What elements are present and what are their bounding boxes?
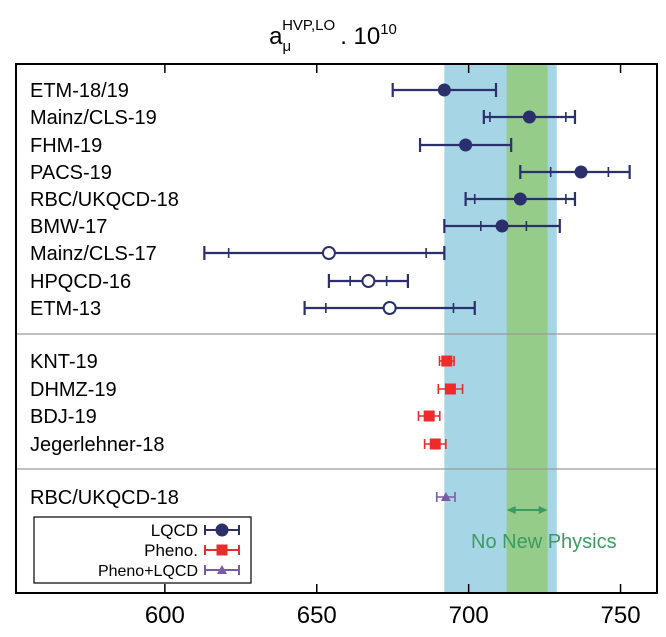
- legend-marker: [215, 523, 229, 537]
- point-lqcd-1: [391, 83, 498, 97]
- legend-label-3: Pheno+LQCD: [98, 563, 198, 580]
- x-tick-label-1: 600: [145, 602, 185, 629]
- label-lqcd-3: FHM-19: [30, 135, 102, 157]
- chart-title: aμ HVP,LO . 1010: [269, 17, 397, 55]
- point-pheno-3: [417, 410, 441, 422]
- legend-label-1: LQCD: [151, 521, 198, 540]
- label-pheno-4: Jegerlehner-18: [30, 434, 165, 456]
- point-lqcd-5: [464, 192, 577, 206]
- marker: [382, 301, 397, 315]
- title-rest: . 10: [340, 23, 380, 50]
- label-pheno-1: KNT-19: [30, 351, 98, 373]
- no-new-physics-label: No New Physics: [471, 531, 617, 553]
- point-lqcd-9: [303, 301, 476, 315]
- data-points: [203, 83, 631, 502]
- no-new-physics-annotation: No New Physics: [471, 506, 617, 553]
- x-tick-label-3: 700: [449, 602, 489, 629]
- point-pheno-2: [437, 383, 464, 395]
- title-base: a: [269, 23, 283, 50]
- reference-bands: [444, 64, 557, 593]
- marker: [522, 110, 536, 124]
- marker: [459, 138, 473, 152]
- label-pheno-3: BDJ-19: [30, 406, 97, 428]
- label-lqcd-2: Mainz/CLS-19: [30, 107, 157, 129]
- title-superscript: HVP,LO: [282, 17, 335, 34]
- title-subscript: μ: [282, 38, 291, 55]
- label-pheno-2: DHMZ-19: [30, 379, 117, 401]
- x-axis: 600 650 700 750: [145, 64, 641, 629]
- marker: [495, 219, 509, 233]
- marker: [429, 438, 441, 450]
- point-lqcd-4: [519, 165, 631, 179]
- x-tick-label-2: 650: [297, 602, 337, 629]
- title-exponent: 10: [380, 21, 397, 38]
- point-lqcd-7: [203, 246, 446, 260]
- legend-symbol-2: [204, 544, 240, 556]
- marker: [574, 165, 588, 179]
- plot-frame: [15, 63, 658, 594]
- label-lqcd-8: HPQCD-16: [30, 271, 131, 293]
- marker: [321, 246, 336, 260]
- point-lqcd-2: [482, 110, 577, 124]
- arrow-head-left: [506, 506, 516, 514]
- marker: [513, 192, 527, 206]
- point-pheno-1: [438, 355, 455, 367]
- legend-symbol-3: [204, 565, 240, 575]
- point-pheno-4: [423, 438, 447, 450]
- marker: [423, 410, 435, 422]
- label-lqcd-9: ETM-13: [30, 298, 101, 320]
- marker: [361, 274, 376, 288]
- legend-symbol-1: [204, 523, 240, 537]
- label-lqcd-1: ETM-18/19: [30, 80, 129, 102]
- marker: [441, 355, 453, 367]
- legend-marker: [216, 544, 228, 556]
- arrow-head-right: [538, 506, 548, 514]
- label-combined-1: RBC/UKQCD-18: [30, 487, 179, 509]
- legend-marker: [217, 565, 227, 574]
- point-lqcd-3: [418, 138, 513, 152]
- point-combined-1: [435, 492, 456, 502]
- label-lqcd-7: Mainz/CLS-17: [30, 243, 157, 265]
- label-lqcd-5: RBC/UKQCD-18: [30, 189, 179, 211]
- point-lqcd-6: [443, 219, 561, 233]
- section-separators: [16, 333, 657, 470]
- band-inner: [506, 64, 548, 593]
- label-lqcd-6: BMW-17: [30, 216, 107, 238]
- entry-labels: ETM-18/19 Mainz/CLS-19 FHM-19 PACS-19 RBC/UK…: [30, 80, 179, 509]
- marker: [444, 383, 456, 395]
- label-lqcd-4: PACS-19: [30, 162, 112, 184]
- x-tick-label-4: 750: [601, 602, 641, 629]
- marker: [437, 83, 451, 97]
- marker: [440, 492, 451, 501]
- legend-label-2: Pheno.: [144, 541, 198, 560]
- point-lqcd-8: [327, 274, 409, 288]
